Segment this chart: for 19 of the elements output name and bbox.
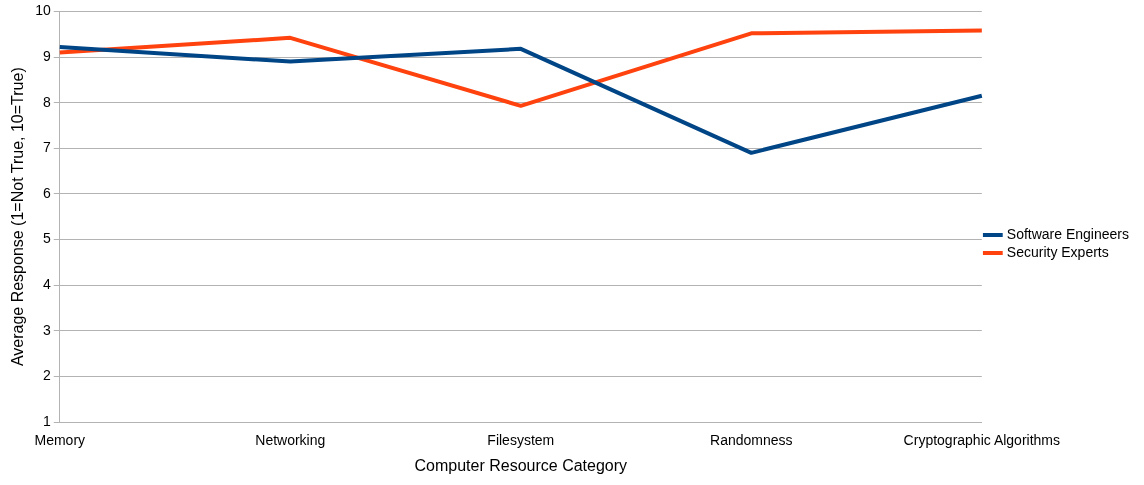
legend-label: Security Experts: [1006, 243, 1109, 260]
x-tick-label: Filesystem: [487, 432, 555, 449]
y-tick-label: 3: [42, 321, 51, 338]
x-axis-title: Computer Resource Category: [414, 456, 628, 474]
y-tick-label: 1: [42, 412, 51, 429]
y-tick-label: 10: [35, 2, 51, 19]
y-tick-label: 4: [42, 275, 51, 292]
x-tick-label: Memory: [34, 432, 86, 449]
x-tick-label: Networking: [255, 432, 326, 449]
y-tick-label: 7: [42, 139, 51, 156]
x-tick-label: Cryptographic Algorithms: [903, 432, 1061, 449]
y-axis-title: Average Response (1=Not True, 10=True): [9, 67, 27, 367]
y-tick-label: 8: [42, 93, 51, 110]
y-tick-label: 9: [42, 47, 51, 64]
y-tick-label: 6: [42, 184, 51, 201]
y-tick-label: 2: [42, 367, 51, 384]
y-tick-label: 5: [42, 230, 51, 247]
legend-label: Software Engineers: [1006, 225, 1130, 242]
x-tick-label: Randomness: [710, 432, 793, 449]
